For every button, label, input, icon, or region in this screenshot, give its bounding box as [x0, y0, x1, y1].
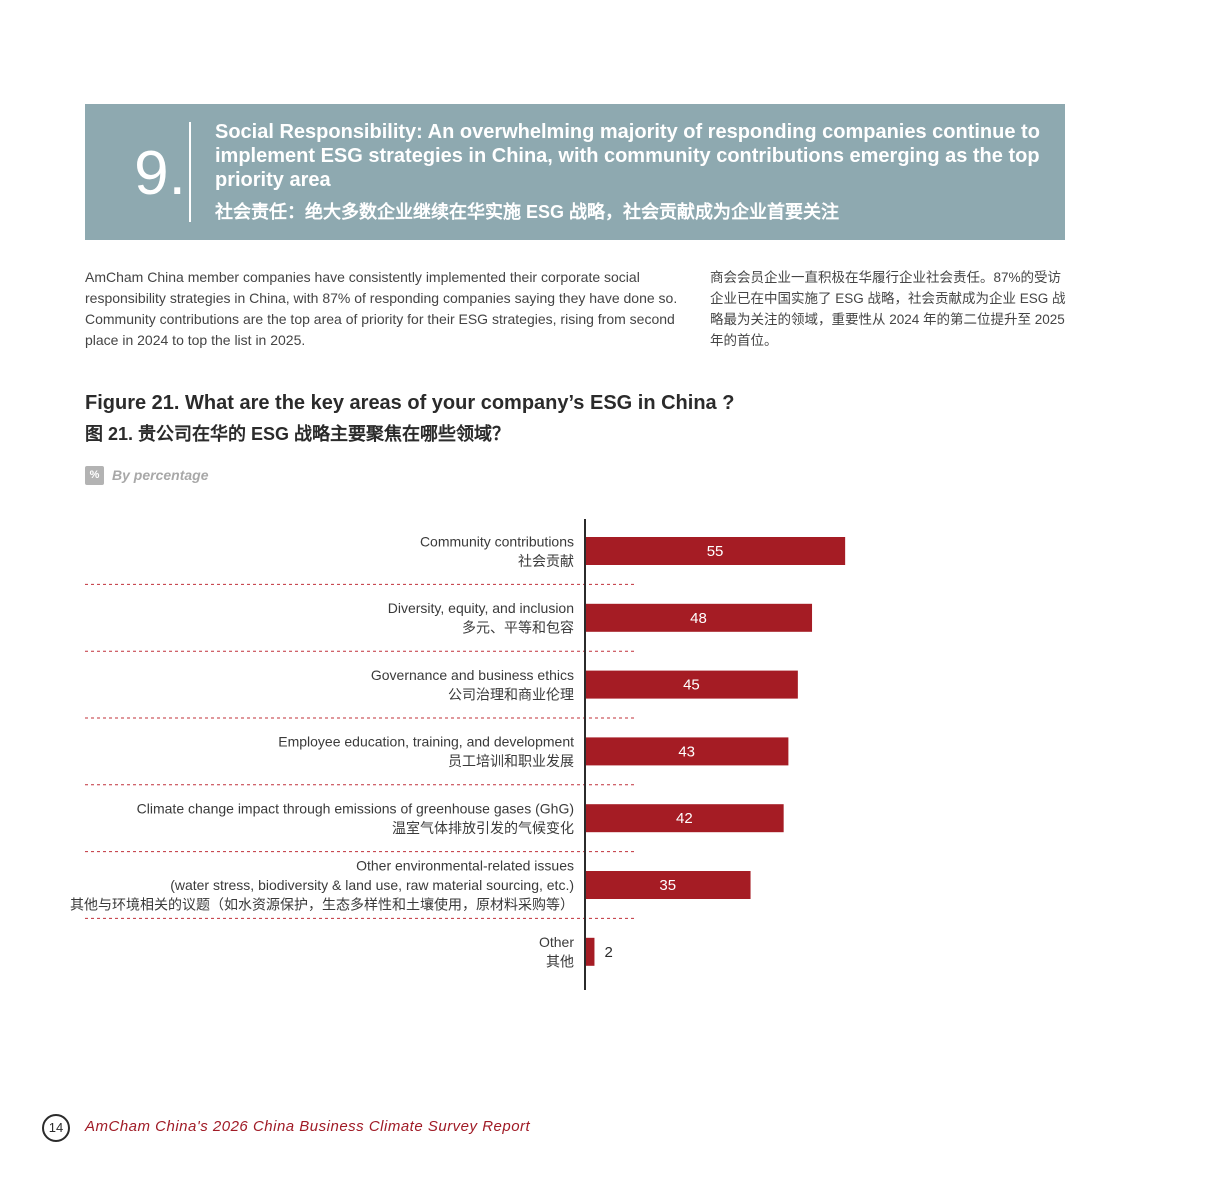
category-label: 温室气体排放引发的气候变化	[392, 820, 574, 836]
bar-value-label: 48	[690, 610, 707, 627]
percent-badge-icon: %	[85, 466, 104, 485]
bar	[585, 670, 798, 699]
bar-value-label: 43	[678, 743, 695, 760]
section-banner: 9. Social Responsibility: An overwhelmin…	[85, 104, 1065, 240]
intro-paragraph-en: AmCham China member companies have consi…	[85, 269, 678, 348]
category-label: Diversity, equity, and inclusion	[388, 600, 574, 616]
bar	[585, 804, 784, 833]
category-label: Community contributions	[420, 533, 574, 549]
category-label: 多元、平等和包容	[462, 620, 574, 636]
bar	[585, 937, 595, 966]
category-label: 社会贡献	[518, 553, 574, 569]
unit-label: By percentage	[112, 467, 209, 483]
section-number: 9.	[134, 139, 186, 208]
banner-divider	[189, 122, 191, 222]
bar	[585, 603, 813, 632]
section-title-en: Social Responsibility: An overwhelming m…	[215, 121, 1040, 191]
category-label: Governance and business ethics	[371, 667, 574, 683]
page-number: 14	[42, 1114, 70, 1142]
category-label: 员工培训和职业发展	[448, 753, 574, 769]
category-label: Other	[539, 934, 574, 950]
bar-value-label: 35	[659, 877, 676, 894]
category-label: Employee education, training, and develo…	[278, 734, 574, 750]
bar-value-label: 45	[683, 677, 700, 694]
bar-value-label: 42	[676, 810, 693, 827]
intro-paragraph-zh: 商会会员企业一直积极在华履行企业社会责任。87%的受访企业已在中国实施了 ESG…	[710, 270, 1066, 348]
category-label: (water stress, biodiversity & land use, …	[170, 877, 574, 893]
category-label: 公司治理和商业伦理	[448, 686, 574, 702]
footer-report-title: AmCham China's 2026 China Business Clima…	[85, 1118, 531, 1135]
category-label: Other environmental-related issues	[356, 858, 574, 874]
bar	[585, 871, 751, 899]
bar	[585, 537, 846, 565]
bar	[585, 737, 789, 766]
bar-value-label: 2	[604, 944, 612, 961]
bar-value-label: 55	[707, 543, 724, 560]
section-title-zh: 社会责任：绝大多数企业继续在华实施 ESG 战略，社会贡献成为企业首要关注	[215, 202, 840, 222]
category-label: 其他	[546, 954, 574, 970]
figure-title: Figure 21. What are the key areas of you…	[85, 392, 735, 414]
category-label: 其他与环境相关的议题（如水资源保护，生态多样性和土壤使用，原材料采购等）	[70, 897, 574, 913]
figure-title-zh: 图 21. 贵公司在华的 ESG 战略主要聚焦在哪些领域？	[85, 424, 511, 444]
category-label: Climate change impact through emissions …	[137, 800, 574, 816]
